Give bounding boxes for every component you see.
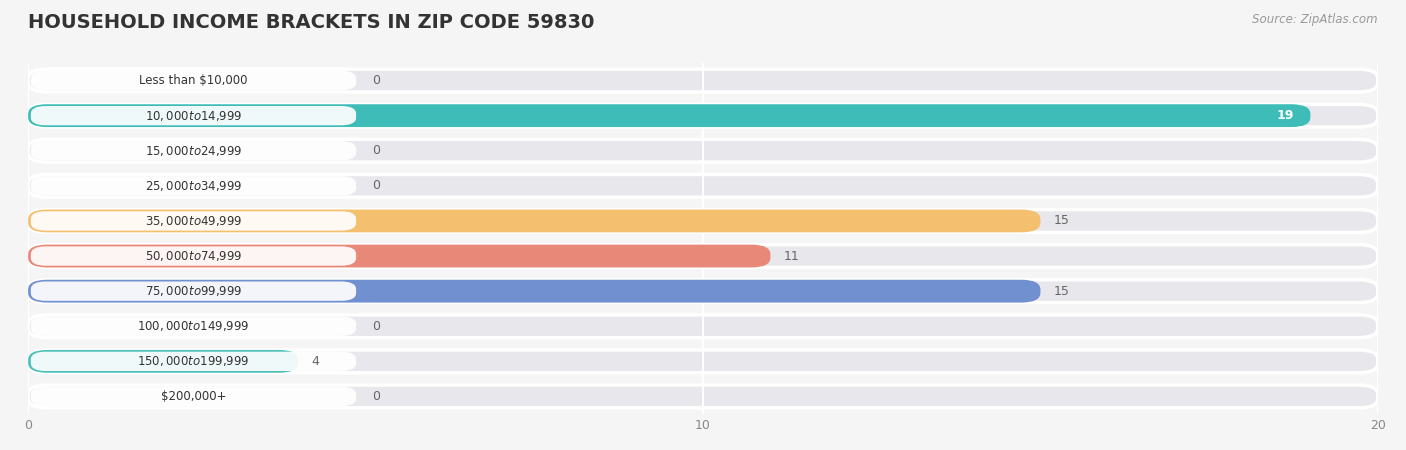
FancyBboxPatch shape	[31, 282, 356, 301]
Text: $35,000 to $49,999: $35,000 to $49,999	[145, 214, 242, 228]
FancyBboxPatch shape	[28, 245, 1378, 267]
Text: $50,000 to $74,999: $50,000 to $74,999	[145, 249, 242, 263]
FancyBboxPatch shape	[31, 247, 356, 266]
FancyBboxPatch shape	[28, 69, 1378, 92]
Text: 15: 15	[1054, 285, 1070, 297]
Text: $10,000 to $14,999: $10,000 to $14,999	[145, 108, 242, 123]
FancyBboxPatch shape	[28, 280, 1378, 302]
FancyBboxPatch shape	[31, 317, 356, 336]
Text: $200,000+: $200,000+	[160, 390, 226, 403]
Text: HOUSEHOLD INCOME BRACKETS IN ZIP CODE 59830: HOUSEHOLD INCOME BRACKETS IN ZIP CODE 59…	[28, 14, 595, 32]
Text: $15,000 to $24,999: $15,000 to $24,999	[145, 144, 242, 158]
Text: 0: 0	[373, 144, 380, 157]
Text: 11: 11	[785, 250, 800, 262]
FancyBboxPatch shape	[28, 245, 770, 267]
FancyBboxPatch shape	[28, 350, 298, 373]
Text: Less than $10,000: Less than $10,000	[139, 74, 247, 87]
FancyBboxPatch shape	[28, 104, 1310, 127]
Text: Source: ZipAtlas.com: Source: ZipAtlas.com	[1253, 14, 1378, 27]
FancyBboxPatch shape	[31, 352, 356, 371]
Text: 4: 4	[312, 355, 319, 368]
Text: 0: 0	[373, 320, 380, 333]
FancyBboxPatch shape	[28, 350, 1378, 373]
FancyBboxPatch shape	[28, 140, 1378, 162]
FancyBboxPatch shape	[31, 212, 356, 230]
FancyBboxPatch shape	[31, 106, 356, 125]
FancyBboxPatch shape	[28, 280, 1040, 302]
Text: 15: 15	[1054, 215, 1070, 227]
Text: 0: 0	[373, 390, 380, 403]
FancyBboxPatch shape	[28, 385, 1378, 408]
Text: $150,000 to $199,999: $150,000 to $199,999	[138, 354, 250, 369]
FancyBboxPatch shape	[28, 104, 1378, 127]
FancyBboxPatch shape	[31, 176, 356, 195]
Text: 0: 0	[373, 74, 380, 87]
Text: 0: 0	[373, 180, 380, 192]
Text: 19: 19	[1277, 109, 1294, 122]
FancyBboxPatch shape	[28, 315, 1378, 338]
FancyBboxPatch shape	[28, 210, 1040, 232]
FancyBboxPatch shape	[31, 141, 356, 160]
FancyBboxPatch shape	[31, 71, 356, 90]
Text: $100,000 to $149,999: $100,000 to $149,999	[138, 319, 250, 333]
FancyBboxPatch shape	[28, 210, 1378, 232]
FancyBboxPatch shape	[31, 387, 356, 406]
Text: $75,000 to $99,999: $75,000 to $99,999	[145, 284, 242, 298]
Text: $25,000 to $34,999: $25,000 to $34,999	[145, 179, 242, 193]
FancyBboxPatch shape	[28, 175, 1378, 197]
